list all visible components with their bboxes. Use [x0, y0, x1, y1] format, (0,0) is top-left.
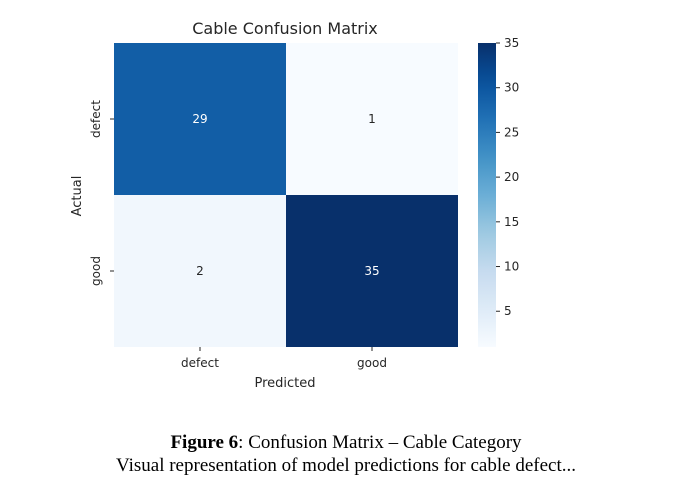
colorbar-tick-label-5: 5 [504, 304, 512, 318]
heatmap-cells [114, 43, 458, 347]
colorbar-tick-label-25: 25 [504, 125, 519, 139]
colorbar-ticks: 5 10 15 20 25 30 35 [496, 36, 519, 318]
figure-caption: Figure 6: Confusion Matrix – Cable Categ… [0, 432, 692, 454]
y-tick-label-good: good [89, 256, 103, 286]
figure-caption-label: Figure 6 [170, 432, 239, 453]
colorbar-tick-label-30: 30 [504, 81, 519, 95]
x-tick-label-defect: defect [181, 356, 219, 370]
x-axis-label: Predicted [254, 376, 315, 391]
colorbar-tick-label-35: 35 [504, 36, 519, 50]
figure-caption-text: : Confusion Matrix – Cable Category [238, 432, 522, 453]
figure-caption-continuation: Visual representation of model predictio… [116, 455, 576, 476]
heatmap-cell-good-good [286, 195, 458, 347]
y-axis-ticks: defect good [89, 100, 114, 286]
heatmap-cell-labels: 29 1 2 35 [192, 112, 379, 278]
y-tick-label-defect: defect [89, 100, 103, 138]
colorbar [478, 43, 496, 347]
x-tick-label-good: good [357, 356, 387, 370]
colorbar-tick-label-15: 15 [504, 215, 519, 229]
confusion-matrix-chart: Cable Confusion Matrix 29 1 2 35 defect good… [70, 19, 519, 391]
colorbar-tick-label-10: 10 [504, 260, 519, 274]
y-axis-label: Actual [70, 176, 85, 217]
cell-value-defect-good: 1 [368, 112, 376, 126]
heatmap-cell-defect-good [286, 43, 458, 195]
heatmap-cell-defect-defect [114, 43, 286, 195]
chart-title: Cable Confusion Matrix [192, 19, 378, 38]
cell-value-defect-defect: 29 [192, 112, 207, 126]
colorbar-tick-label-20: 20 [504, 170, 519, 184]
x-axis-ticks: defect good [181, 347, 387, 370]
cell-value-good-good: 35 [364, 264, 379, 278]
cell-value-good-defect: 2 [196, 264, 204, 278]
heatmap-cell-good-defect [114, 195, 286, 347]
